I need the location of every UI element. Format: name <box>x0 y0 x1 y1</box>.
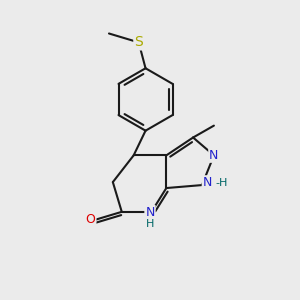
Text: -H: -H <box>215 178 227 188</box>
Text: N: N <box>203 176 212 189</box>
Text: S: S <box>134 35 143 50</box>
Text: O: O <box>85 213 95 226</box>
Text: N: N <box>209 149 219 162</box>
Text: H: H <box>146 219 154 229</box>
Text: N: N <box>145 206 155 219</box>
